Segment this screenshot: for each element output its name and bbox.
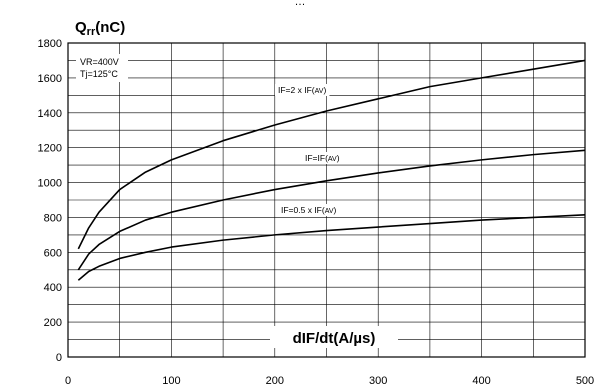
series-group [77, 59, 586, 281]
y-tick-label: 200 [44, 317, 62, 329]
series-label-bg [302, 152, 343, 164]
x-tick-label: 400 [472, 375, 490, 387]
series-label-bg [275, 84, 330, 96]
x-tick-label: 100 [162, 375, 180, 387]
x-tick-label: 500 [576, 375, 594, 387]
series-line-3 [77, 214, 586, 281]
x-tick-label: 0 [65, 375, 71, 387]
series-label-text: IF=2 x IF(AV) [278, 85, 326, 95]
y-tick-label: 1200 [38, 143, 62, 155]
series-label-2: IF=IF(AV) [302, 152, 343, 164]
x-tick-label: 200 [266, 375, 284, 387]
conditions-box-bg [76, 54, 128, 82]
series-label-3: IF=0.5 x IF(AV) [278, 204, 340, 216]
chart-top-text: … [295, 0, 306, 8]
y-tick-label: 600 [44, 247, 62, 259]
x-axis-label: dIF/dt(A/µs) [293, 330, 376, 347]
series-label-text: IF=IF(AV) [305, 153, 340, 163]
series-line-1 [77, 59, 586, 250]
x-axis-label-box: dIF/dt(A/µs) [270, 326, 398, 348]
series-label-bg [278, 204, 340, 216]
y-axis-label: Qrr(nC) [75, 19, 125, 38]
y-tick-labels: 0 200 400 600 800 1000 1200 1400 1600 1800 [38, 38, 62, 364]
y-tick-label: 800 [44, 212, 62, 224]
condition-vr: VR=400V [80, 57, 119, 67]
y-tick-label: 0 [56, 352, 62, 364]
x-tick-labels: 0 100 200 300 400 500 [65, 375, 594, 387]
series-label-text: IF=0.5 x IF(AV) [281, 205, 337, 215]
x-axis-label-bg [270, 326, 398, 348]
y-tick-label: 1000 [38, 178, 62, 190]
condition-tj: Tj=125°C [80, 69, 118, 79]
series-labels: IF=2 x IF(AV) IF=IF(AV) IF=0.5 x IF(AV) [275, 84, 343, 216]
y-tick-label: 400 [44, 282, 62, 294]
conditions-box: VR=400V Tj=125°C [76, 54, 128, 82]
y-tick-label: 1800 [38, 38, 62, 50]
y-tick-label: 1400 [38, 108, 62, 120]
x-tick-label: 300 [369, 375, 387, 387]
series-line-2 [77, 149, 586, 271]
y-tick-label: 1600 [38, 73, 62, 85]
series-label-1: IF=2 x IF(AV) [275, 84, 330, 96]
